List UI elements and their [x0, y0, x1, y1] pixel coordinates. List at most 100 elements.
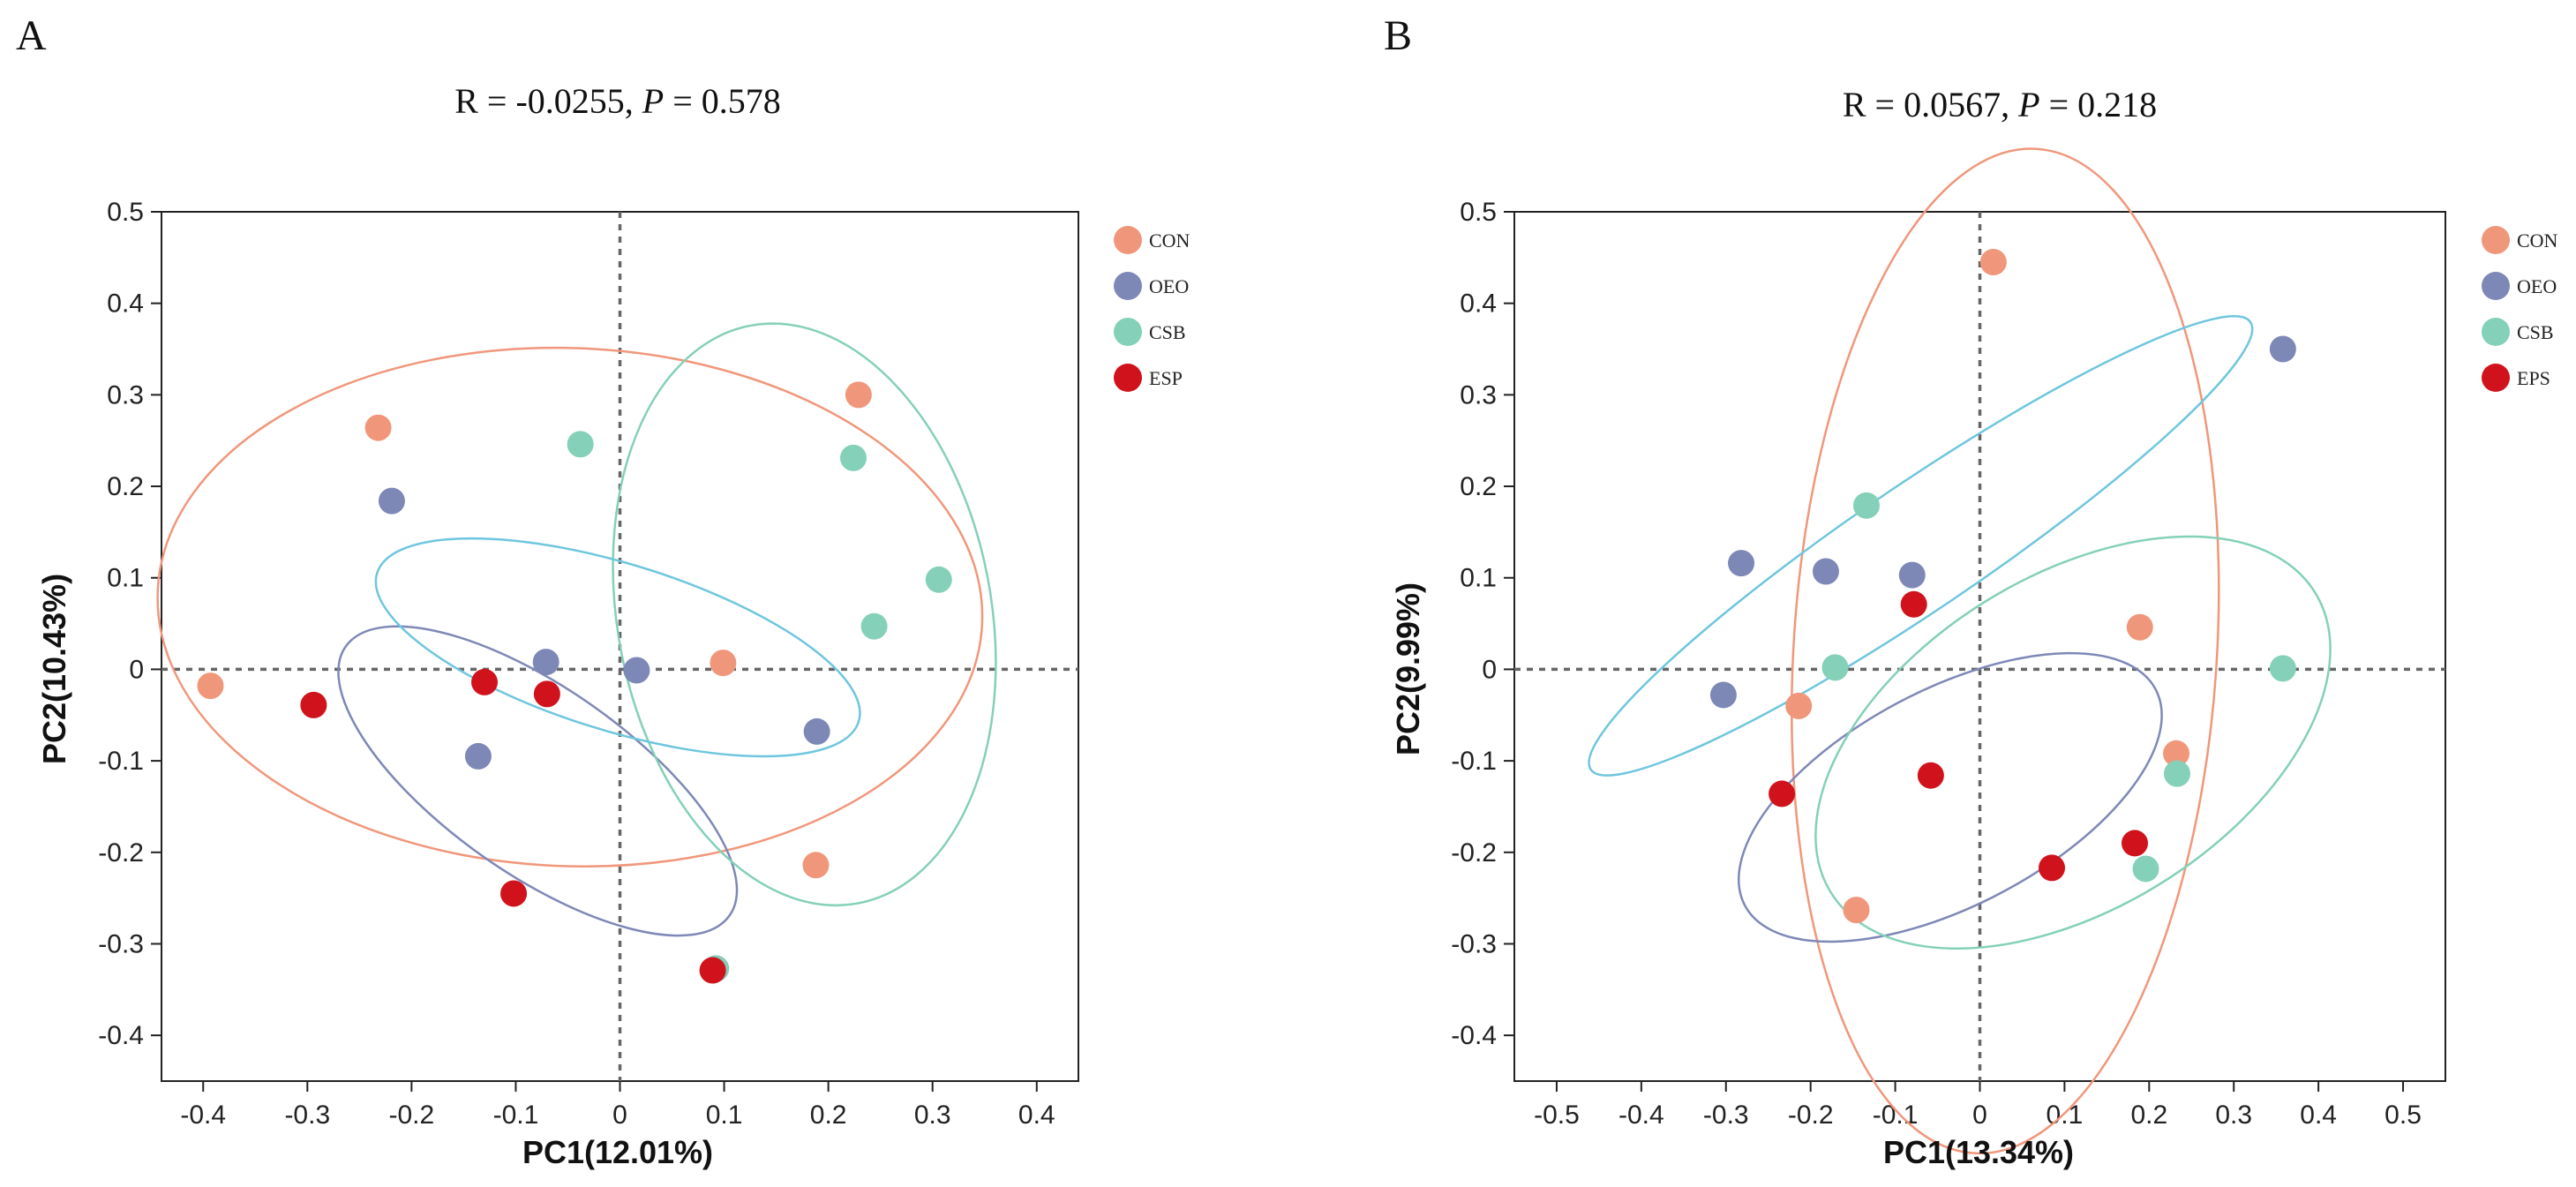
point-eps: [2039, 854, 2066, 882]
y-tick-label: 0.5: [1460, 198, 1497, 227]
x-tick-label: 0.4: [2300, 1101, 2337, 1130]
point-esp: [699, 957, 726, 984]
x-tick-label: 0.3: [914, 1101, 951, 1130]
y-tick-label: 0.1: [107, 564, 144, 593]
legend-label-esp: ESP: [1149, 367, 1183, 389]
point-csb: [2163, 760, 2190, 787]
point-esp: [471, 668, 499, 695]
y-tick-label: -0.4: [1451, 1021, 1497, 1050]
x-tick-label: -0.4: [180, 1101, 226, 1130]
x-tick-label: 0.1: [706, 1101, 743, 1130]
legend-label-oeo: OEO: [1149, 275, 1189, 297]
y-tick-label: 0.2: [107, 472, 144, 501]
x-tick-label: 0: [612, 1101, 627, 1130]
point-eps: [1917, 762, 1944, 789]
point-oeo: [2269, 335, 2296, 363]
point-oeo: [1728, 550, 1755, 577]
point-oeo: [623, 657, 650, 684]
point-csb: [839, 444, 867, 471]
y-tick-label: -0.4: [98, 1021, 144, 1050]
legend-marker-csb: [1114, 318, 1142, 346]
y-tick-label: 0.3: [107, 380, 144, 409]
point-csb: [1821, 654, 1849, 681]
point-csb: [2269, 655, 2296, 682]
legend-label-csb: CSB: [1149, 321, 1186, 343]
point-con: [2126, 613, 2153, 641]
x-tick-label: 0.2: [810, 1101, 847, 1130]
y-tick-label: -0.1: [1451, 747, 1497, 776]
point-csb: [2132, 855, 2159, 883]
ellipse-oeo: [284, 575, 791, 988]
point-csb: [925, 566, 952, 593]
y-tick-label: 0: [129, 655, 144, 684]
y-tick-label: 0.3: [1460, 380, 1497, 409]
point-oeo: [464, 742, 492, 770]
point-csb: [1852, 492, 1880, 519]
y-tick-label: 0.4: [1460, 289, 1497, 319]
x-tick-label: 0.5: [2384, 1101, 2422, 1130]
panel-a: A R = -0.0255, P = 0.578 -0.4 -0.3 -0.2 -0.…: [16, 12, 1190, 1170]
y-tick-label: 0.4: [107, 289, 144, 319]
stats-subtitle-a: R = -0.0255, P = 0.578: [454, 81, 781, 121]
panel-letter-a: A: [16, 12, 47, 59]
legend-marker-con: [1114, 226, 1142, 254]
x-tick-label: 0.2: [2130, 1101, 2167, 1130]
legend-marker-oeo: [1114, 272, 1142, 300]
ellipse-csb: [572, 302, 1036, 928]
legend-marker-eps: [2482, 364, 2510, 392]
point-oeo: [1812, 558, 1839, 585]
y-tick-label: -0.3: [98, 929, 144, 958]
x-tick-label: -0.5: [1534, 1101, 1580, 1130]
y-tick-label: -0.1: [98, 747, 144, 776]
ellipse-oeo: [1701, 594, 2201, 1002]
point-esp: [300, 691, 327, 718]
point-oeo: [803, 717, 830, 745]
y-tick-label: -0.3: [1451, 929, 1497, 958]
point-con: [710, 650, 737, 677]
x-axis-label-a: PC1(12.01%): [522, 1134, 713, 1170]
x-tick-label: -0.4: [1618, 1101, 1664, 1130]
y-tick-label: 0: [1482, 655, 1497, 684]
point-eps: [2122, 830, 2149, 857]
point-con: [1979, 249, 2007, 276]
x-tick-label: -0.3: [284, 1101, 330, 1130]
y-tick-label: 0.1: [1460, 564, 1497, 593]
x-tick-label: 0: [1972, 1101, 1987, 1130]
y-axis-label-a: PC2(10.43%): [36, 574, 72, 764]
ellipse-con: [142, 329, 997, 884]
point-csb: [567, 431, 594, 458]
legend-label-csb: CSB: [2517, 321, 2554, 343]
legend-marker-con: [2482, 226, 2510, 254]
point-eps: [1900, 590, 1927, 618]
x-tick-label: -0.1: [493, 1101, 539, 1130]
point-con: [2163, 740, 2190, 767]
legend-marker-oeo: [2482, 272, 2510, 300]
point-con: [802, 852, 830, 879]
panel-letter-b: B: [1384, 12, 1412, 59]
point-con: [364, 414, 392, 441]
y-tick-label: -0.2: [1451, 838, 1497, 868]
point-con: [1785, 692, 1813, 719]
point-oeo: [1709, 681, 1737, 709]
plot-area-a: -0.4 -0.3 -0.2 -0.1 0 0.1 0.2 0.3 0.4 0.5 0.4 0.3 0.…: [98, 198, 1190, 1130]
x-tick-label: 0.4: [1018, 1101, 1055, 1130]
ellipse-outline: [1559, 268, 2282, 823]
legend-label-oeo: OEO: [2517, 275, 2557, 297]
legend-marker-csb: [2482, 318, 2510, 346]
stats-subtitle-b: R = 0.0567, P = 0.218: [1843, 85, 2157, 124]
legend-marker-esp: [1114, 364, 1142, 392]
point-con: [845, 381, 872, 409]
point-oeo: [1898, 561, 1926, 589]
x-tick-label: -0.3: [1703, 1101, 1749, 1130]
y-tick-label: -0.2: [98, 838, 144, 868]
x-tick-label: -0.2: [389, 1101, 435, 1130]
panel-b: B R = 0.0567, P = 0.218 -0.5 -0.4 -0.3 -0.2…: [1384, 12, 2558, 1170]
ellipse-con: [1761, 133, 2249, 1169]
point-oeo: [532, 649, 560, 676]
point-esp: [500, 880, 528, 907]
x-tick-label: 0.3: [2215, 1101, 2252, 1130]
point-con: [1843, 897, 1870, 924]
point-eps: [1769, 780, 1796, 808]
legend-label-con: CON: [2517, 229, 2558, 252]
ellipse-csb: [1753, 451, 2393, 1033]
